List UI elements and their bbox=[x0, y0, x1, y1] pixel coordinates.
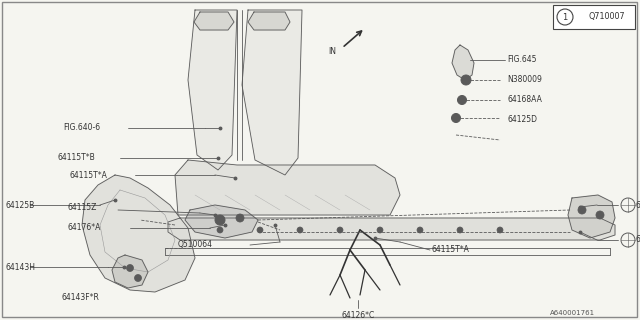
Polygon shape bbox=[168, 218, 615, 240]
Text: 64115T*A: 64115T*A bbox=[70, 171, 108, 180]
Circle shape bbox=[457, 227, 463, 233]
Circle shape bbox=[377, 227, 383, 233]
Polygon shape bbox=[248, 12, 290, 30]
Text: 64115A*I: 64115A*I bbox=[636, 201, 640, 210]
Circle shape bbox=[454, 116, 458, 120]
Polygon shape bbox=[194, 12, 234, 30]
Circle shape bbox=[461, 75, 471, 85]
Text: FIG.645: FIG.645 bbox=[507, 55, 536, 65]
Circle shape bbox=[458, 95, 467, 105]
Circle shape bbox=[217, 227, 223, 233]
Text: 1: 1 bbox=[563, 12, 568, 21]
Text: 64125B: 64125B bbox=[5, 201, 35, 210]
Polygon shape bbox=[175, 160, 400, 215]
Circle shape bbox=[497, 227, 503, 233]
Text: N380009: N380009 bbox=[507, 76, 542, 84]
Circle shape bbox=[218, 218, 222, 222]
Text: 64143F*R: 64143F*R bbox=[61, 293, 99, 302]
Text: FIG.640-6: FIG.640-6 bbox=[63, 124, 100, 132]
Circle shape bbox=[236, 214, 244, 222]
Text: A640001761: A640001761 bbox=[550, 310, 595, 316]
Text: 64143H: 64143H bbox=[5, 262, 35, 271]
Circle shape bbox=[257, 227, 263, 233]
Polygon shape bbox=[188, 10, 237, 170]
Text: 64168AA: 64168AA bbox=[507, 95, 542, 105]
Text: 64115Z: 64115Z bbox=[68, 204, 97, 212]
Text: IN: IN bbox=[328, 47, 336, 57]
Text: 64125D: 64125D bbox=[507, 116, 537, 124]
Polygon shape bbox=[568, 195, 615, 238]
Polygon shape bbox=[112, 255, 148, 288]
Circle shape bbox=[127, 265, 134, 271]
Text: 64115A*Ð: 64115A*Ð bbox=[636, 236, 640, 244]
Circle shape bbox=[297, 227, 303, 233]
Text: 64115T*B: 64115T*B bbox=[57, 154, 95, 163]
Text: 64115T*A: 64115T*A bbox=[432, 245, 470, 254]
Circle shape bbox=[578, 206, 586, 214]
Circle shape bbox=[215, 215, 225, 225]
Text: Q710007: Q710007 bbox=[589, 12, 625, 21]
Circle shape bbox=[134, 275, 141, 282]
Circle shape bbox=[238, 216, 242, 220]
Circle shape bbox=[460, 98, 464, 102]
Circle shape bbox=[451, 114, 461, 123]
Polygon shape bbox=[242, 10, 302, 175]
Circle shape bbox=[417, 227, 423, 233]
Text: Q510064: Q510064 bbox=[178, 241, 213, 250]
Polygon shape bbox=[452, 45, 474, 80]
Circle shape bbox=[596, 211, 604, 219]
Text: 64176*A: 64176*A bbox=[68, 223, 101, 233]
Polygon shape bbox=[185, 205, 258, 238]
Text: 64126*C: 64126*C bbox=[341, 310, 374, 319]
Bar bbox=[553, 5, 635, 29]
Circle shape bbox=[463, 77, 468, 83]
Polygon shape bbox=[82, 175, 195, 292]
Circle shape bbox=[337, 227, 343, 233]
